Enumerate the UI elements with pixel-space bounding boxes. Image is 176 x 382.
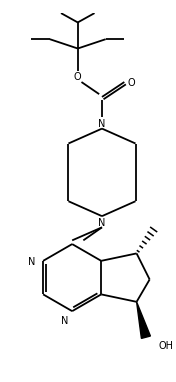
Text: N: N xyxy=(98,119,106,129)
Text: N: N xyxy=(98,218,106,228)
Text: O: O xyxy=(74,73,81,83)
Polygon shape xyxy=(137,302,150,338)
Text: N: N xyxy=(61,316,68,327)
Text: OH: OH xyxy=(159,341,174,351)
Text: O: O xyxy=(128,78,136,88)
Text: N: N xyxy=(28,257,36,267)
